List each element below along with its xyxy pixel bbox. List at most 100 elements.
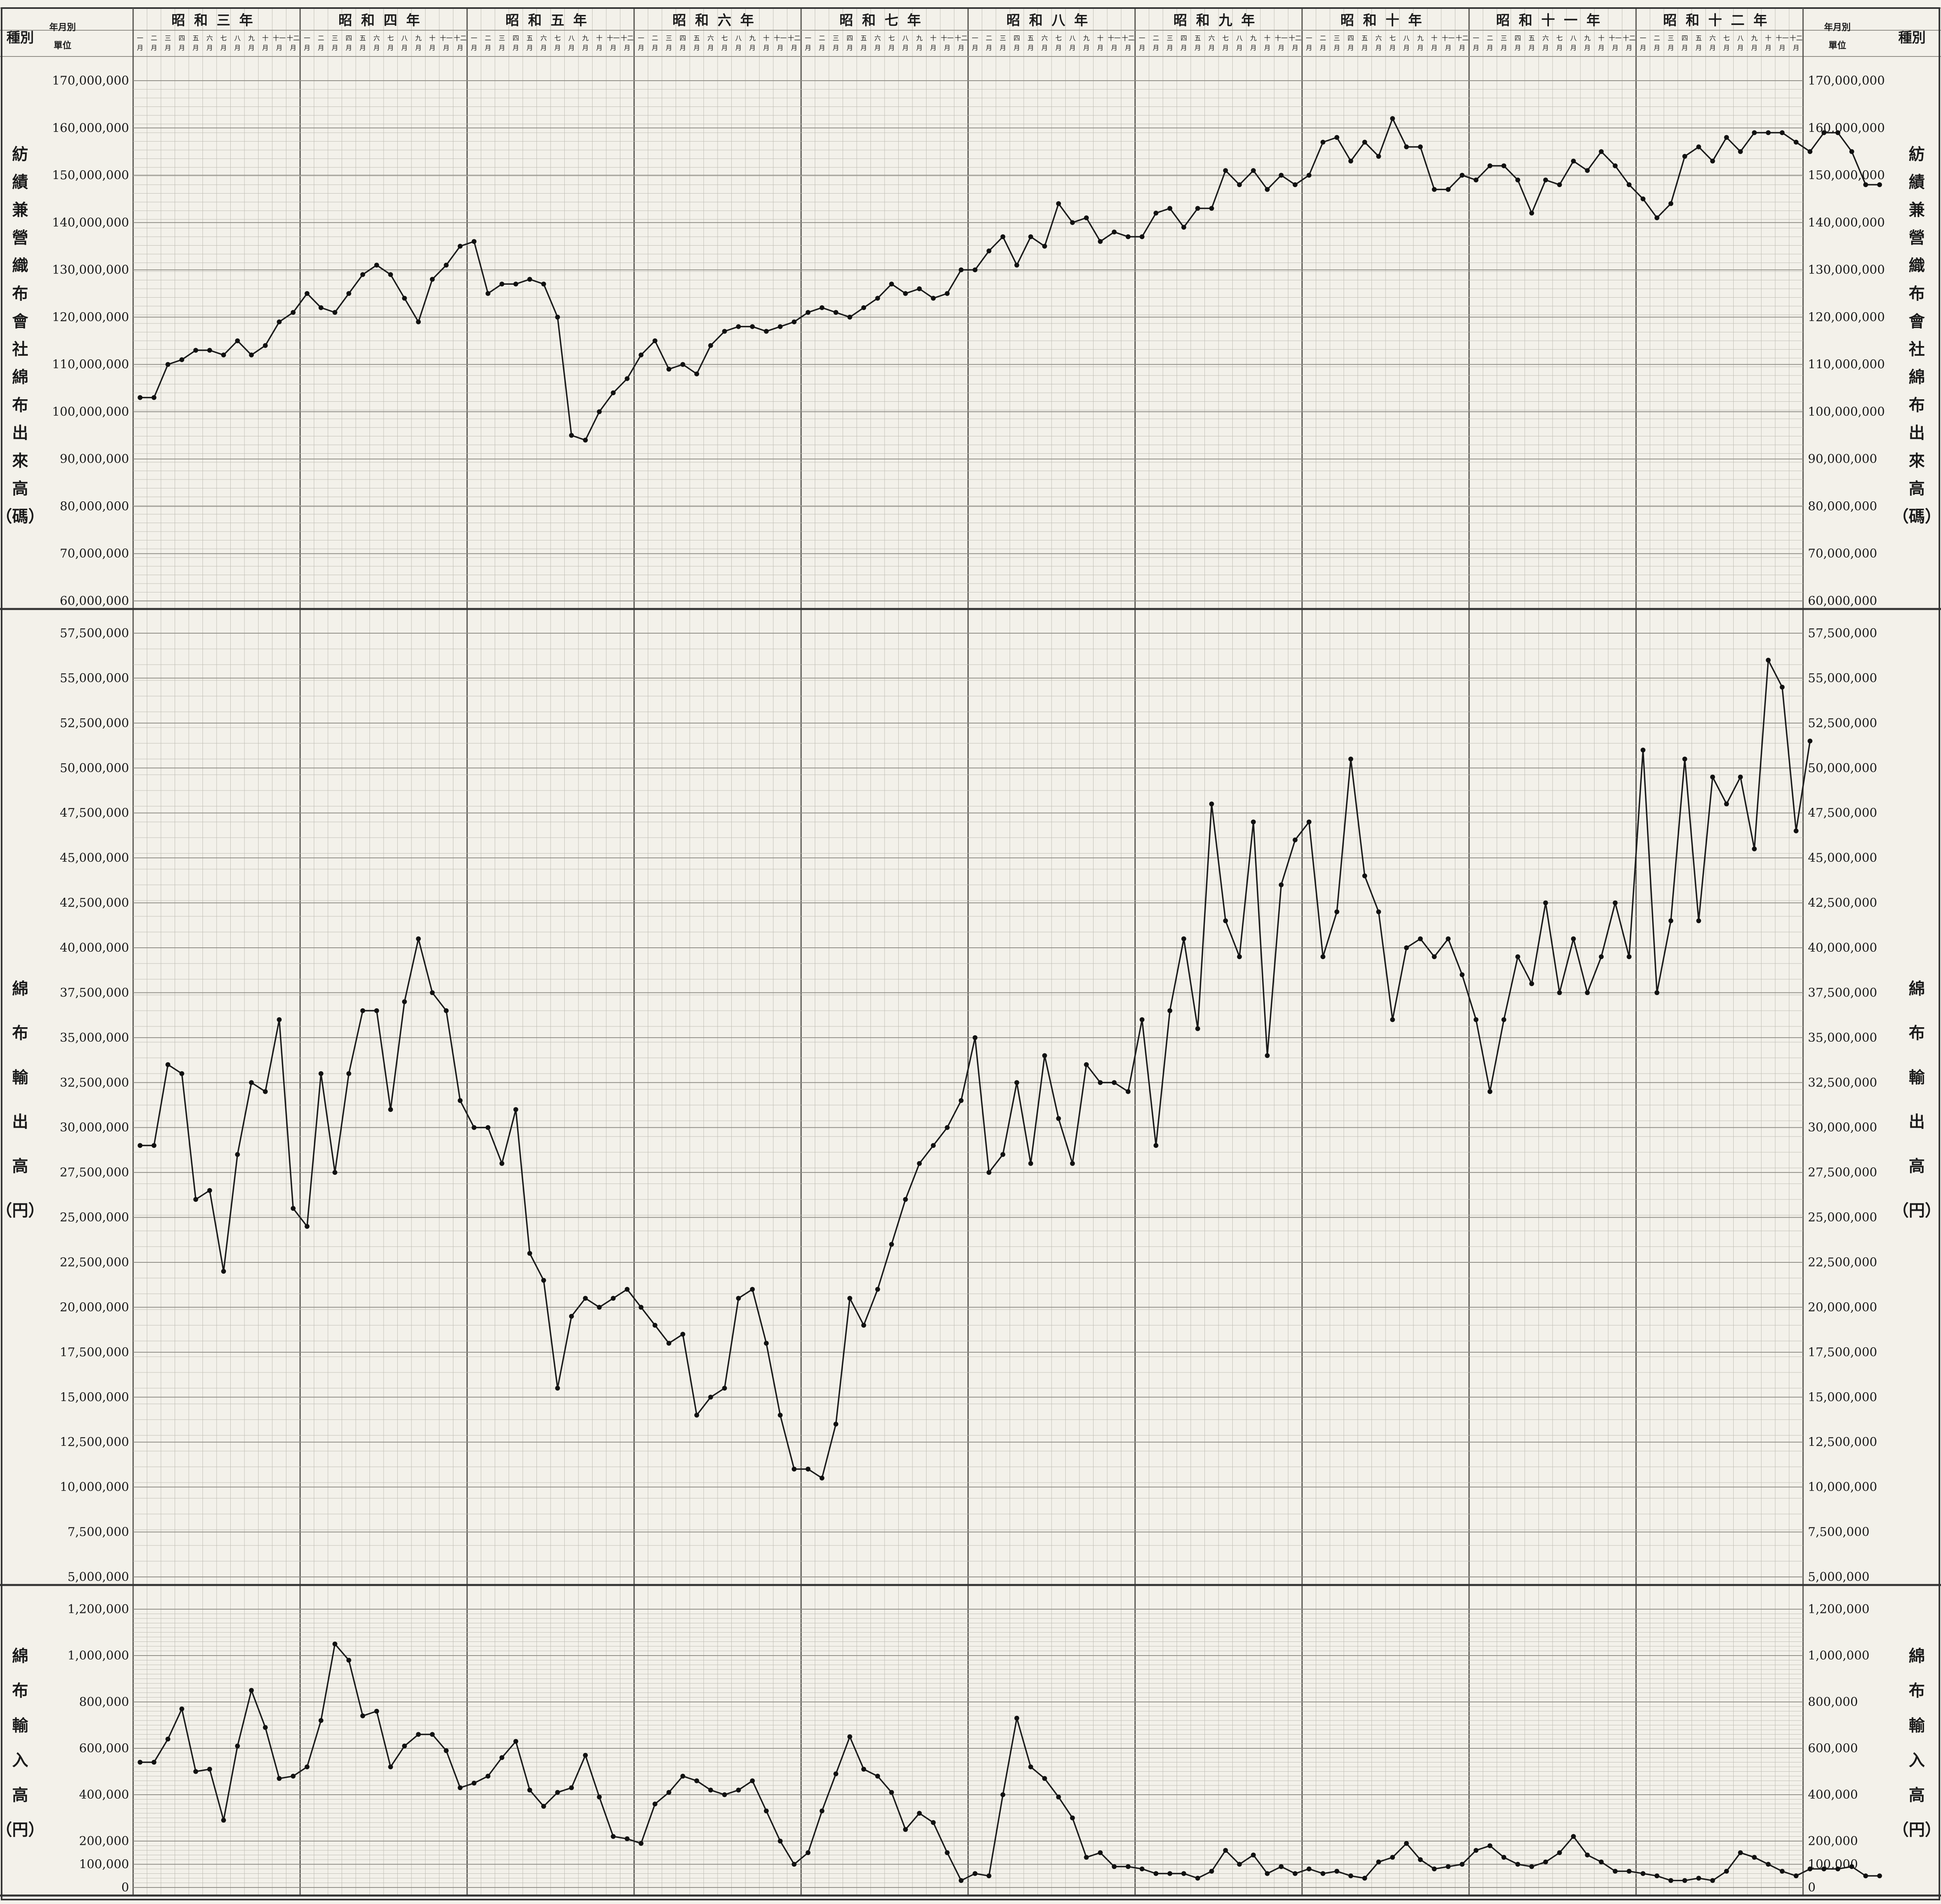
- y-axis-label-left-char: （円）: [0, 1201, 44, 1220]
- data-point: [388, 1764, 393, 1769]
- month-suffix: 月: [276, 44, 282, 52]
- data-point: [1125, 234, 1131, 239]
- month-suffix: 月: [1487, 44, 1493, 52]
- y-tick-label-left: 35,000,000: [60, 1031, 129, 1045]
- data-point: [1223, 1848, 1228, 1853]
- data-point: [1362, 873, 1367, 878]
- data-point: [1585, 1852, 1590, 1858]
- panel-middle: 5,000,000 5,000,000 7,500,000 7,500,000 10,0…: [0, 626, 1941, 1586]
- data-point: [1279, 1864, 1284, 1869]
- month-header: 三: [1668, 34, 1674, 42]
- data-point: [708, 1787, 713, 1793]
- month-suffix: 月: [1139, 44, 1145, 52]
- data-point: [1613, 163, 1618, 169]
- y-tick-label-right: 55,000,000: [1808, 671, 1877, 685]
- data-point: [165, 1737, 171, 1741]
- y-tick-label-right: 22,500,000: [1808, 1255, 1877, 1270]
- y-axis-label-right-char: 高: [1909, 1785, 1925, 1804]
- data-point: [764, 329, 769, 334]
- y-axis-label-right-char: 績: [1909, 173, 1925, 192]
- data-point: [1640, 747, 1646, 753]
- data-point: [680, 362, 685, 367]
- data-point: [1807, 738, 1813, 744]
- data-point: [1390, 1017, 1395, 1022]
- data-point: [583, 438, 588, 443]
- data-point: [861, 305, 866, 310]
- y-axis-label-left-char: 社: [12, 340, 28, 359]
- month-suffix: 月: [1598, 44, 1605, 52]
- data-point: [1056, 1116, 1061, 1121]
- data-point: [1112, 1864, 1117, 1869]
- month-header: 九: [1417, 34, 1423, 42]
- data-point: [513, 1739, 518, 1744]
- month-suffix: 月: [374, 44, 380, 52]
- data-point: [1626, 954, 1632, 959]
- y-tick-label-left: 170,000,000: [52, 74, 129, 88]
- month-header: 六: [207, 34, 213, 42]
- data-point: [318, 1718, 324, 1723]
- y-axis-label-right-char: （碼）: [1893, 507, 1941, 526]
- year-header: 昭和十二年: [1663, 13, 1776, 29]
- month-suffix: 月: [1083, 44, 1089, 52]
- data-point: [1599, 149, 1604, 154]
- month-header: 四: [346, 34, 352, 42]
- y-tick-label-right: 90,000,000: [1808, 452, 1877, 466]
- y-axis-label-right-char: 布: [1909, 396, 1925, 415]
- data-point: [1487, 163, 1492, 169]
- y-tick-label-left: 52,500,000: [60, 716, 129, 730]
- data-point: [457, 1785, 463, 1790]
- month-suffix: 月: [387, 44, 394, 52]
- data-point: [1153, 211, 1158, 216]
- data-point: [833, 310, 839, 315]
- data-point: [472, 1781, 477, 1786]
- data-point: [1585, 990, 1590, 995]
- data-point: [1432, 954, 1437, 959]
- month-header: 五: [526, 34, 533, 42]
- y-axis-label-left-char: 輸: [12, 1068, 29, 1087]
- data-point: [1404, 1841, 1409, 1846]
- data-point: [374, 1008, 379, 1013]
- y-tick-label-right: 20,000,000: [1808, 1300, 1877, 1314]
- data-point: [1418, 144, 1423, 150]
- data-point: [611, 1834, 616, 1839]
- data-point: [1098, 239, 1103, 244]
- month-header: 二: [1654, 34, 1660, 42]
- month-header: 十: [262, 34, 269, 42]
- data-point: [221, 1818, 226, 1823]
- month-header: 六: [1208, 34, 1215, 42]
- month-suffix: 月: [1779, 44, 1785, 52]
- month-suffix: 月: [833, 44, 839, 52]
- y-tick-label-left: 30,000,000: [60, 1121, 129, 1135]
- month-suffix: 月: [1097, 44, 1104, 52]
- month-header: 十一: [1108, 34, 1121, 42]
- data-point: [1473, 177, 1479, 183]
- month-header: 九: [1250, 34, 1256, 42]
- data-point: [847, 315, 852, 320]
- month-suffix: 月: [610, 44, 616, 52]
- data-point: [569, 433, 574, 438]
- month-suffix: 月: [1111, 44, 1117, 52]
- data-point: [1028, 1764, 1033, 1769]
- data-point: [360, 1713, 365, 1718]
- data-point: [1543, 1859, 1548, 1864]
- month-suffix: 月: [1027, 44, 1034, 52]
- y-axis-label-right-char: 入: [1909, 1751, 1925, 1770]
- y-tick-label-left: 45,000,000: [60, 851, 129, 865]
- data-point: [1084, 1062, 1089, 1067]
- data-point: [1209, 206, 1214, 211]
- month-header: 一: [304, 34, 310, 42]
- y-tick-label-left: 22,500,000: [60, 1255, 129, 1270]
- data-point: [666, 1341, 672, 1346]
- month-suffix: 月: [457, 44, 463, 52]
- data-point: [1042, 1053, 1047, 1058]
- month-header: 五: [359, 34, 366, 42]
- month-header: 九: [415, 34, 422, 42]
- month-suffix: 月: [1375, 44, 1382, 52]
- y-axis-label-right-char: 輸: [1909, 1716, 1925, 1735]
- data-point: [249, 1688, 254, 1693]
- data-point: [472, 1125, 477, 1130]
- panel-top: 60,000,000 60,000,000 70,000,000 70,000,000…: [0, 74, 1941, 610]
- data-point: [1167, 206, 1173, 211]
- month-suffix: 月: [513, 44, 519, 52]
